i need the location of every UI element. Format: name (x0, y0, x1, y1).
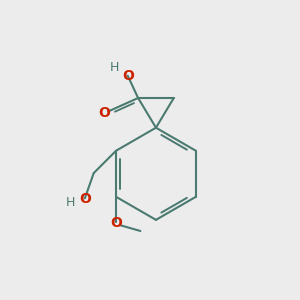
Text: H: H (65, 196, 75, 209)
Text: H: H (110, 61, 119, 74)
Text: O: O (111, 216, 123, 230)
Text: O: O (123, 69, 134, 83)
Text: O: O (98, 106, 110, 120)
Text: O: O (79, 192, 91, 206)
